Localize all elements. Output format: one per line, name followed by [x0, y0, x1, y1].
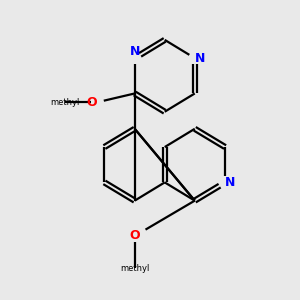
Text: N: N	[225, 176, 236, 189]
Text: O: O	[129, 230, 140, 242]
Text: O: O	[86, 96, 97, 109]
Text: N: N	[195, 52, 205, 64]
Text: methyl: methyl	[120, 264, 149, 273]
Text: methyl: methyl	[50, 98, 79, 107]
Text: N: N	[130, 45, 140, 58]
